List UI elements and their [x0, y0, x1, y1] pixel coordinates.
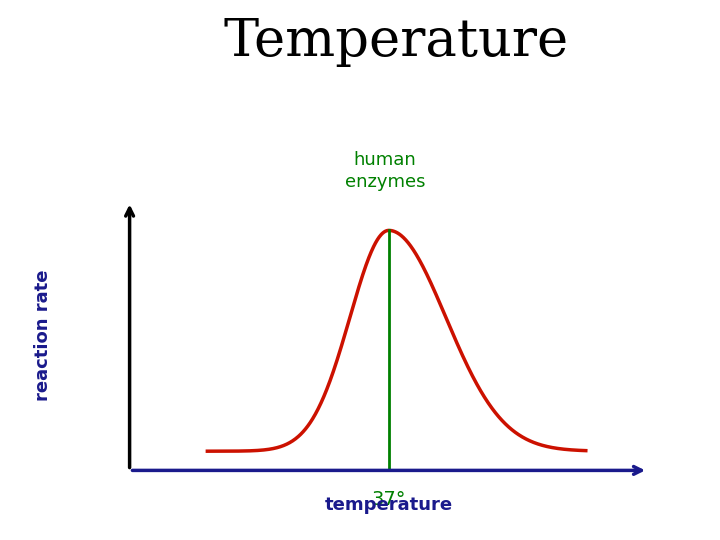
Text: temperature: temperature: [325, 496, 453, 514]
Text: reaction rate: reaction rate: [34, 269, 53, 401]
Text: 37°: 37°: [372, 490, 406, 509]
Text: human
enzymes: human enzymes: [345, 151, 426, 191]
Text: Temperature: Temperature: [223, 16, 569, 67]
